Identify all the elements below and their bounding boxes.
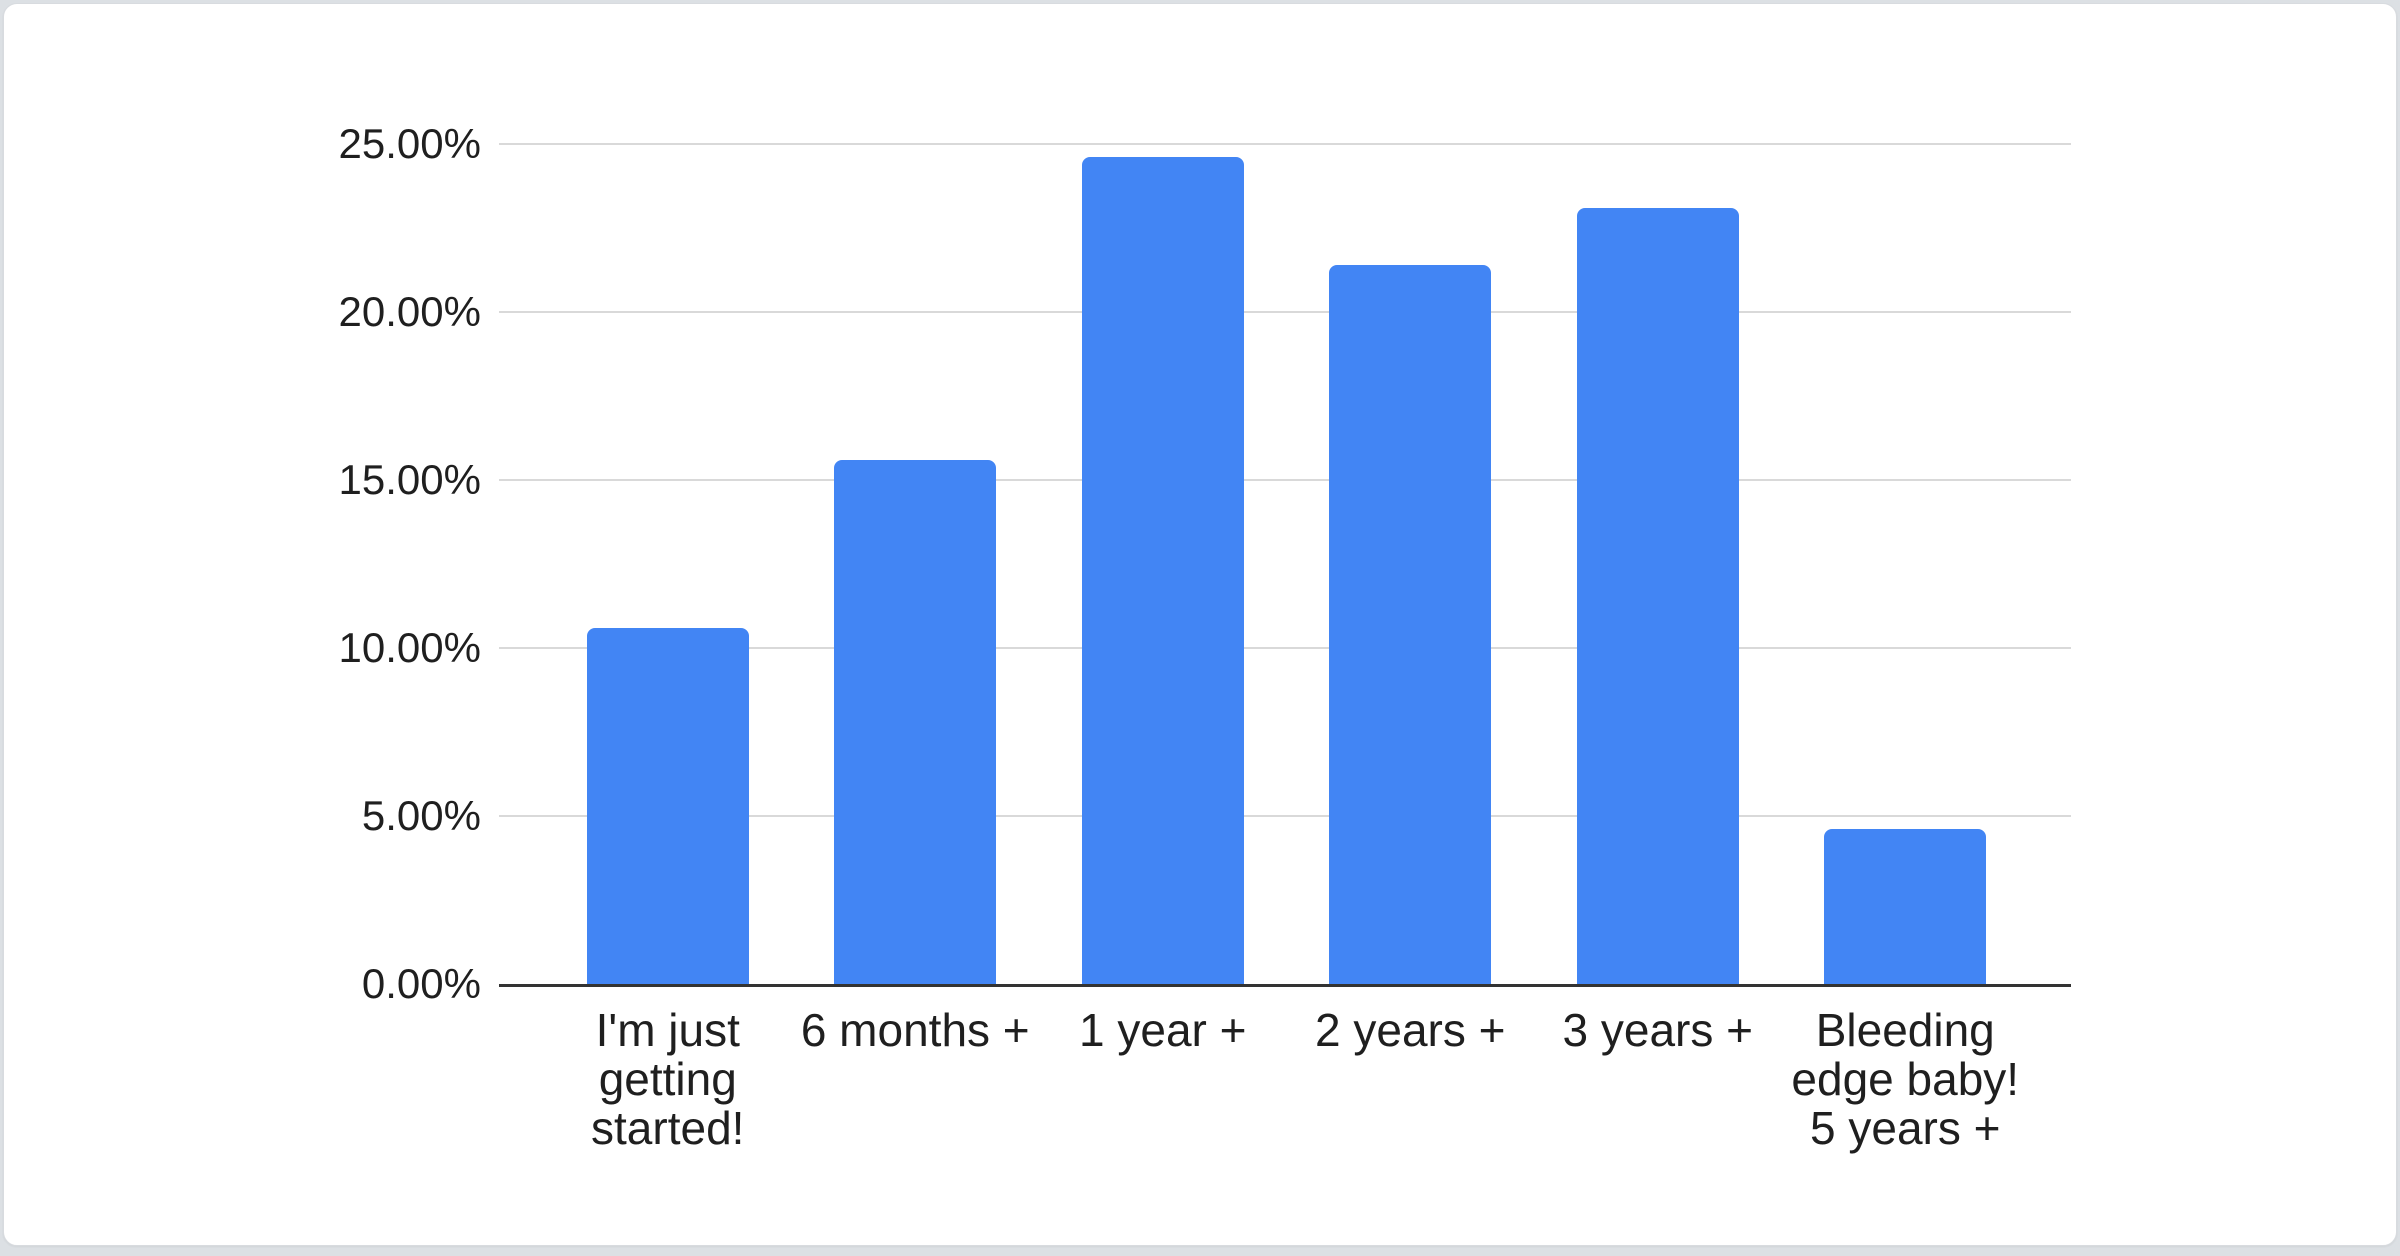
gridline — [499, 143, 2071, 145]
bar-slot — [1534, 144, 1782, 984]
bar-slot — [544, 144, 792, 984]
gridline — [499, 311, 2071, 313]
y-axis-tick-label: 5.00% — [361, 792, 481, 839]
chart-card: 25.00% 20.00% 15.00% 10.00% 5.00% 0.00% I'm ju… — [3, 3, 2397, 1246]
bar-6-months — [834, 459, 997, 984]
y-axis-tick-label: 0.00% — [361, 960, 481, 1007]
bar-slot — [1039, 144, 1287, 984]
bar-3-years — [1576, 207, 1739, 984]
bar-bleeding-edge-baby-5-years — [1824, 829, 1987, 984]
x-category-label-line: 2 years + — [1315, 1004, 1506, 1056]
x-category-label-line: 1 year + — [1079, 1004, 1247, 1056]
x-category-label: 3 years + — [1534, 1006, 1782, 1153]
bar-slot — [792, 144, 1040, 984]
bar-chart: 25.00% 20.00% 15.00% 10.00% 5.00% 0.00% I'm ju… — [4, 4, 2400, 1256]
gridline — [499, 647, 2071, 649]
bar-2-years — [1329, 264, 1492, 984]
bar-1-year — [1081, 157, 1244, 984]
x-category-label: 2 years + — [1287, 1006, 1535, 1153]
y-axis-tick-label: 25.00% — [338, 120, 481, 167]
x-category-label: 6 months + — [792, 1006, 1040, 1153]
x-category-label-line: 6 months + — [800, 1004, 1030, 1056]
x-category-label-line: Bleeding — [1815, 1004, 1995, 1056]
x-category-label-line: started! — [591, 1102, 745, 1154]
gridline — [499, 479, 2071, 481]
gridline — [499, 815, 2071, 817]
bar-slot — [1287, 144, 1535, 984]
y-axis-tick-label: 15.00% — [338, 456, 481, 503]
bars-row — [544, 144, 2029, 984]
x-axis-labels: I'm just getting started! 6 months +1 year … — [544, 1006, 2029, 1153]
x-category-label-line: I'm just — [595, 1004, 740, 1056]
x-category-label: I'm just getting started! — [544, 1006, 792, 1153]
x-category-label-line: 5 years + — [1810, 1102, 2001, 1154]
y-axis-tick-label: 10.00% — [338, 624, 481, 671]
x-category-label: Bleeding edge baby! 5 years + — [1782, 1006, 2030, 1153]
bar-i-m-just-getting-started — [586, 627, 749, 984]
bar-slot — [1782, 144, 2030, 984]
x-category-label-line: getting — [598, 1053, 737, 1105]
x-category-label-line: edge baby! — [1791, 1053, 2020, 1105]
x-category-label: 1 year + — [1039, 1006, 1287, 1153]
x-category-label-line: 3 years + — [1562, 1004, 1754, 1056]
y-axis-tick-label: 20.00% — [338, 288, 481, 335]
x-axis-line — [499, 984, 2071, 987]
